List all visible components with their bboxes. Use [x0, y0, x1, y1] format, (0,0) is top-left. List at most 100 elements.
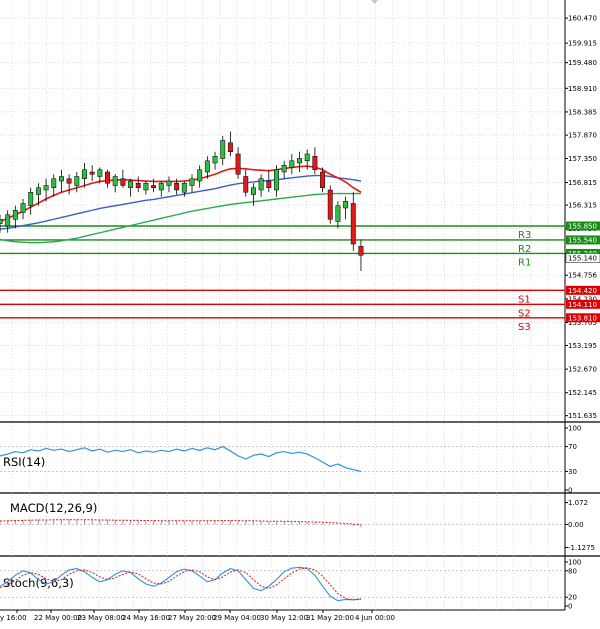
candle-bullish	[220, 140, 226, 159]
candle-bearish	[89, 171, 95, 175]
candle-bullish	[5, 214, 11, 227]
rsi-tick-label: 100	[568, 425, 581, 433]
candle-bullish	[166, 180, 172, 186]
stoch-tick-label: 100	[568, 559, 581, 567]
grid-layer	[0, 0, 565, 610]
macd-panel: MACD(12,26,9) 1.072 0.00 -1.1275	[0, 499, 595, 552]
candle-bearish	[243, 176, 249, 193]
rsi-tick-label: 70	[568, 443, 577, 451]
candle-bullish	[281, 165, 287, 173]
level-price-tag-text: 154.420	[568, 287, 597, 295]
time-tick-label: y 16:00	[0, 614, 27, 622]
candle-bullish	[197, 169, 203, 182]
time-tick-label: 29 May 04:00	[213, 614, 261, 622]
time-tick-label: 30 May 12:00	[260, 614, 308, 622]
scroll-marker-icon	[371, 0, 378, 4]
candle-bearish	[120, 178, 126, 186]
candle-bullish	[212, 156, 218, 164]
candle-bullish	[28, 192, 34, 206]
stoch-k-line	[0, 566, 362, 602]
candle-bearish	[358, 246, 364, 256]
level-label-r2: R2	[518, 244, 531, 255]
candle-bullish	[343, 201, 349, 209]
candle-bearish	[235, 153, 241, 175]
level-price-tag-text: 153.810	[568, 314, 597, 322]
ma-slow-line	[0, 192, 361, 244]
macd-tick-label: 1.072	[568, 499, 588, 507]
candle-bearish	[66, 178, 72, 184]
candle-bullish	[258, 178, 264, 191]
price-tick-label: 158.910	[568, 85, 597, 93]
candle-bullish	[204, 160, 210, 173]
candle-bullish	[297, 158, 302, 164]
rsi-tick-label: 30	[568, 468, 577, 476]
candle-bullish	[304, 153, 310, 161]
stoch-title: Stoch(9,6,3)	[3, 576, 74, 590]
stoch-tick-label: 20	[568, 594, 577, 602]
level-label-s1: S1	[518, 294, 531, 305]
candle-bearish	[327, 189, 333, 220]
time-tick-label: 22 May 00:00	[34, 614, 82, 622]
candle-bearish	[227, 142, 233, 152]
main-price-panel: 160.470 159.915 159.480 158.910 158.385 157.8…	[0, 15, 600, 420]
candle-bullish	[274, 169, 279, 191]
stoch-tick-label: 0	[568, 603, 572, 611]
time-tick-label: 4 Jun 00:00	[355, 614, 395, 622]
price-tick-label: 156.815	[568, 179, 597, 187]
price-tick-label: 159.915	[568, 40, 597, 48]
stoch-d-line	[0, 567, 361, 601]
price-tick-label: 152.145	[568, 389, 597, 397]
price-tick-label: 154.230	[568, 295, 597, 303]
candle-bullish	[74, 176, 80, 186]
candle-bullish	[158, 183, 164, 191]
candle-bullish	[250, 187, 256, 195]
macd-tick-label: 0.00	[568, 521, 584, 529]
candle-bullish	[35, 187, 41, 195]
stoch-tick-label: 80	[568, 567, 577, 575]
price-tick-label: 159.480	[568, 59, 597, 67]
candle-bearish	[151, 185, 157, 188]
last-price-tag	[565, 253, 600, 263]
candle-bearish	[320, 171, 326, 188]
macd-tick-label: -1.1275	[568, 544, 595, 552]
candle-bullish	[128, 180, 134, 188]
rsi-title: RSI(14)	[3, 455, 45, 469]
time-tick-label: 27 May 20:00	[168, 614, 216, 622]
candle-bearish	[174, 183, 180, 191]
level-price-tag-s3	[566, 313, 600, 323]
time-tick-label: 23 May 08:00	[77, 614, 125, 622]
level-price-tag-text: 155.850	[568, 223, 597, 231]
macd-signal-line	[0, 519, 361, 526]
level-price-tag-s1	[566, 285, 600, 295]
candle-bullish	[58, 176, 64, 182]
level-label-s3: S3	[518, 322, 531, 333]
price-tick-label: 154.756	[568, 272, 597, 280]
candle-bullish	[0, 219, 3, 224]
level-price-tag-r3	[566, 221, 600, 231]
candle-bullish	[335, 205, 341, 222]
candle-bullish	[20, 203, 26, 213]
level-price-tag-text: 155.540	[568, 236, 597, 244]
candle-bearish	[266, 180, 272, 188]
candle-bullish	[189, 178, 195, 186]
candle-bullish	[181, 183, 187, 193]
candle-bullish	[82, 169, 87, 179]
level-label-r3: R3	[518, 230, 531, 241]
price-tick-label: 156.315	[568, 202, 597, 210]
candle-bullish	[289, 160, 295, 168]
rsi-tick-label: 0	[568, 487, 572, 495]
macd-title: MACD(12,26,9)	[10, 501, 97, 515]
price-tick-label: 152.670	[568, 366, 597, 374]
rsi-line	[0, 445, 362, 472]
time-tick-label: 24 May 16:00	[122, 614, 170, 622]
candle-bullish	[112, 176, 118, 186]
candle-bullish	[97, 169, 103, 177]
candle-bearish	[105, 171, 110, 184]
rsi-panel: RSI(14) 100 70 30 0	[0, 425, 581, 495]
candle-bullish	[43, 185, 49, 191]
candle-bearish	[350, 203, 356, 245]
price-tick-label: 157.350	[568, 155, 597, 163]
level-price-tag-s2	[566, 299, 600, 309]
price-tick-label: 160.470	[568, 15, 597, 23]
